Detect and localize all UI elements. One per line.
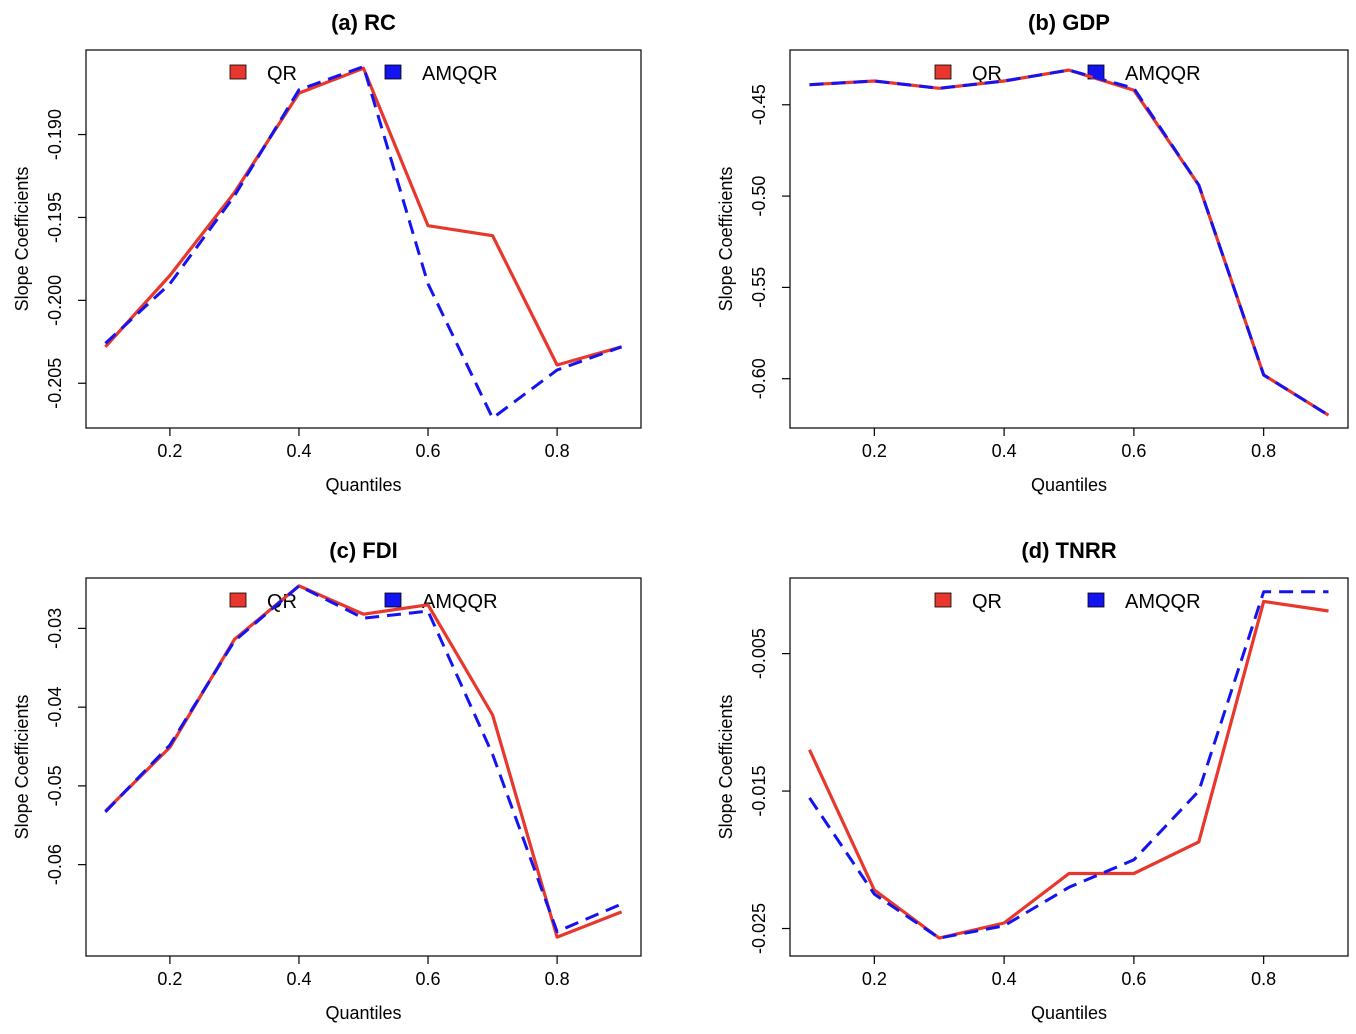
series-line-amqqr — [104, 65, 623, 420]
x-tick-label: 0.6 — [416, 441, 441, 461]
x-tick-label: 0.8 — [1251, 441, 1276, 461]
y-tick-label: -0.60 — [749, 358, 769, 399]
y-tick-label: -0.06 — [45, 844, 65, 885]
y-axis-label: Slope Coefficients — [12, 167, 32, 312]
y-tick-label: -0.50 — [749, 176, 769, 217]
x-tick-label: 0.8 — [1251, 969, 1276, 989]
plot-frame — [85, 49, 642, 429]
legend-label-qr: QR — [972, 63, 1002, 85]
legend-swatch-amqqr — [384, 64, 402, 80]
legend-swatch-qr — [229, 592, 247, 608]
x-tick-label: 0.4 — [992, 441, 1017, 461]
panel-title: (c) FDI — [329, 538, 397, 563]
series-line-qr — [104, 584, 623, 939]
legend-swatch-amqqr — [384, 592, 402, 608]
x-tick-label: 0.2 — [157, 969, 182, 989]
y-axis-label: Slope Coefficients — [716, 167, 736, 312]
y-tick-label: -0.05 — [45, 765, 65, 806]
y-tick-label: -0.190 — [45, 109, 65, 160]
x-tick-label: 0.6 — [416, 969, 441, 989]
plot-frame — [789, 577, 1349, 957]
x-axis-label: Quantiles — [1031, 475, 1107, 495]
y-tick-label: -0.45 — [749, 84, 769, 125]
x-tick-label: 0.4 — [286, 441, 311, 461]
x-tick-label: 0.2 — [157, 441, 182, 461]
x-tick-label: 0.4 — [286, 969, 311, 989]
x-tick-label: 0.4 — [992, 969, 1017, 989]
panel-title: (b) GDP — [1028, 10, 1110, 35]
chart-panel-1: (a) RC 0.2 0.4 0.6 0.8 -0.190 -0.195 -0.200 -0.2… — [12, 10, 642, 495]
y-tick-label: -0.04 — [45, 687, 65, 728]
legend-label-amqqr: AMQQR — [1125, 63, 1201, 85]
legend-label-qr: QR — [972, 591, 1002, 613]
legend-label-qr: QR — [267, 63, 297, 85]
y-tick-label: -0.55 — [749, 267, 769, 308]
x-tick-label: 0.6 — [1121, 441, 1146, 461]
y-tick-label: -0.205 — [45, 358, 65, 409]
x-tick-label: 0.2 — [862, 969, 887, 989]
series-line-qr — [104, 66, 623, 367]
y-tick-label: -0.005 — [749, 628, 769, 679]
legend-label-amqqr: AMQQR — [1125, 591, 1201, 613]
plot-frame — [85, 577, 642, 957]
panel-title: (d) TNRR — [1021, 538, 1116, 563]
legend-swatch-qr — [934, 64, 952, 80]
chart-panel-3: (c) FDI 0.2 0.4 0.6 0.8 -0.03 -0.04 -0.05 -0.06 Q… — [12, 538, 642, 1023]
y-axis-label: Slope Coefficients — [12, 695, 32, 840]
series-line-amqqr — [808, 590, 1329, 940]
x-axis-label: Quantiles — [325, 475, 401, 495]
series-line-amqqr — [104, 584, 623, 934]
y-tick-label: -0.03 — [45, 608, 65, 649]
y-tick-label: -0.025 — [749, 903, 769, 954]
legend-label-amqqr: AMQQR — [422, 591, 498, 613]
y-tick-label: -0.015 — [749, 766, 769, 817]
x-tick-label: 0.2 — [862, 441, 887, 461]
y-tick-label: -0.195 — [45, 192, 65, 243]
legend-label-amqqr: AMQQR — [422, 63, 498, 85]
legend-swatch-qr — [229, 64, 247, 80]
panel-title: (a) RC — [331, 10, 396, 35]
x-tick-label: 0.8 — [545, 441, 570, 461]
chart-panel-4: (d) TNRR 0.2 0.4 0.6 0.8 -0.005 -0.015 -0.025 Qu… — [716, 538, 1349, 1023]
x-tick-label: 0.8 — [545, 969, 570, 989]
legend-swatch-qr — [934, 592, 952, 608]
x-axis-label: Quantiles — [325, 1003, 401, 1023]
x-axis-label: Quantiles — [1031, 1003, 1107, 1023]
x-tick-label: 0.6 — [1121, 969, 1146, 989]
chart-panel-2: (b) GDP 0.2 0.4 0.6 0.8 -0.45 -0.50 -0.55 -0.60 Q… — [716, 10, 1349, 495]
series-line-qr — [809, 68, 1330, 417]
y-tick-label: -0.200 — [45, 275, 65, 326]
y-axis-label: Slope Coefficients — [716, 695, 736, 840]
legend-swatch-amqqr — [1087, 592, 1105, 608]
plot-frame — [789, 49, 1349, 429]
series-line-amqqr — [809, 68, 1330, 417]
series-line-qr — [808, 599, 1329, 940]
